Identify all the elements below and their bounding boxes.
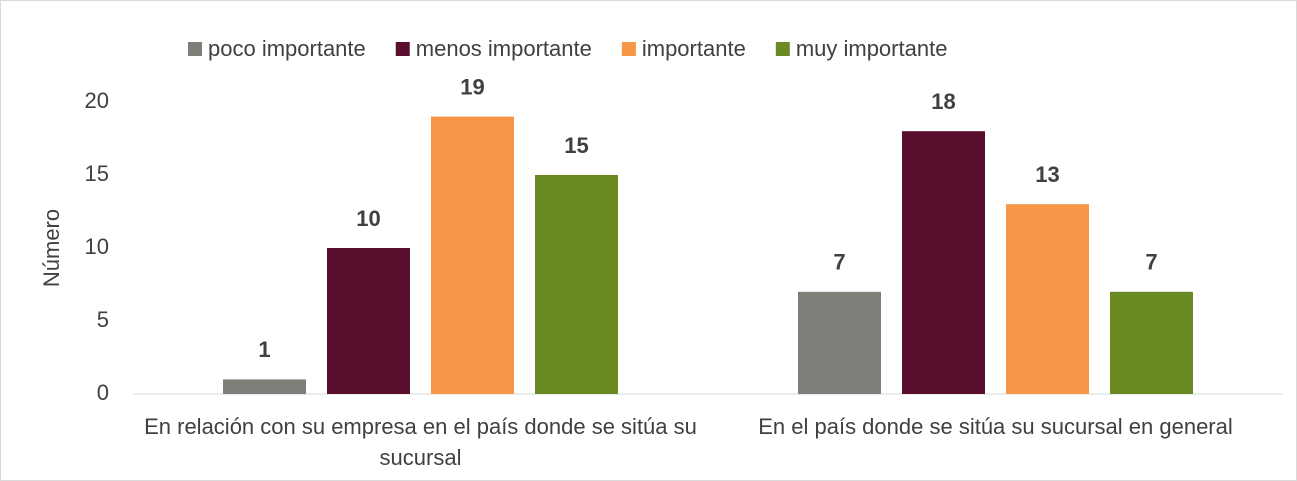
legend-swatch (621, 42, 636, 56)
value-label: 7 (833, 250, 845, 275)
value-label: 15 (564, 133, 588, 158)
value-label: 13 (1035, 162, 1059, 187)
bar (1006, 204, 1089, 394)
bar (535, 175, 618, 394)
value-label: 18 (931, 89, 955, 114)
bar (798, 291, 881, 394)
bar (431, 116, 514, 394)
y-tick-label: 20 (85, 88, 109, 113)
value-label: 7 (1145, 250, 1157, 275)
y-tick-label: 15 (85, 161, 109, 186)
legend-label: importante (642, 36, 746, 61)
legend-label: menos importante (416, 36, 592, 61)
y-tick-label: 0 (97, 380, 109, 405)
bar (327, 248, 410, 394)
y-tick-label: 10 (85, 234, 109, 259)
legend-swatch (775, 42, 790, 56)
x-tick-label: En relación con su empresa en el país do… (144, 414, 697, 470)
legend-swatch (188, 42, 202, 56)
bar (1110, 291, 1193, 394)
legend-swatch (395, 42, 410, 56)
legend-label: poco importante (208, 36, 366, 61)
bar (902, 131, 985, 394)
value-label: 10 (356, 206, 380, 231)
x-tick-label: En el país donde se sitúa su sucursal en… (758, 414, 1233, 439)
y-axis-label: Número (39, 209, 64, 287)
value-label: 1 (258, 337, 270, 362)
y-tick-label: 5 (97, 307, 109, 332)
value-label: 19 (460, 74, 484, 99)
bar (223, 379, 306, 394)
legend-label: muy importante (796, 36, 948, 61)
